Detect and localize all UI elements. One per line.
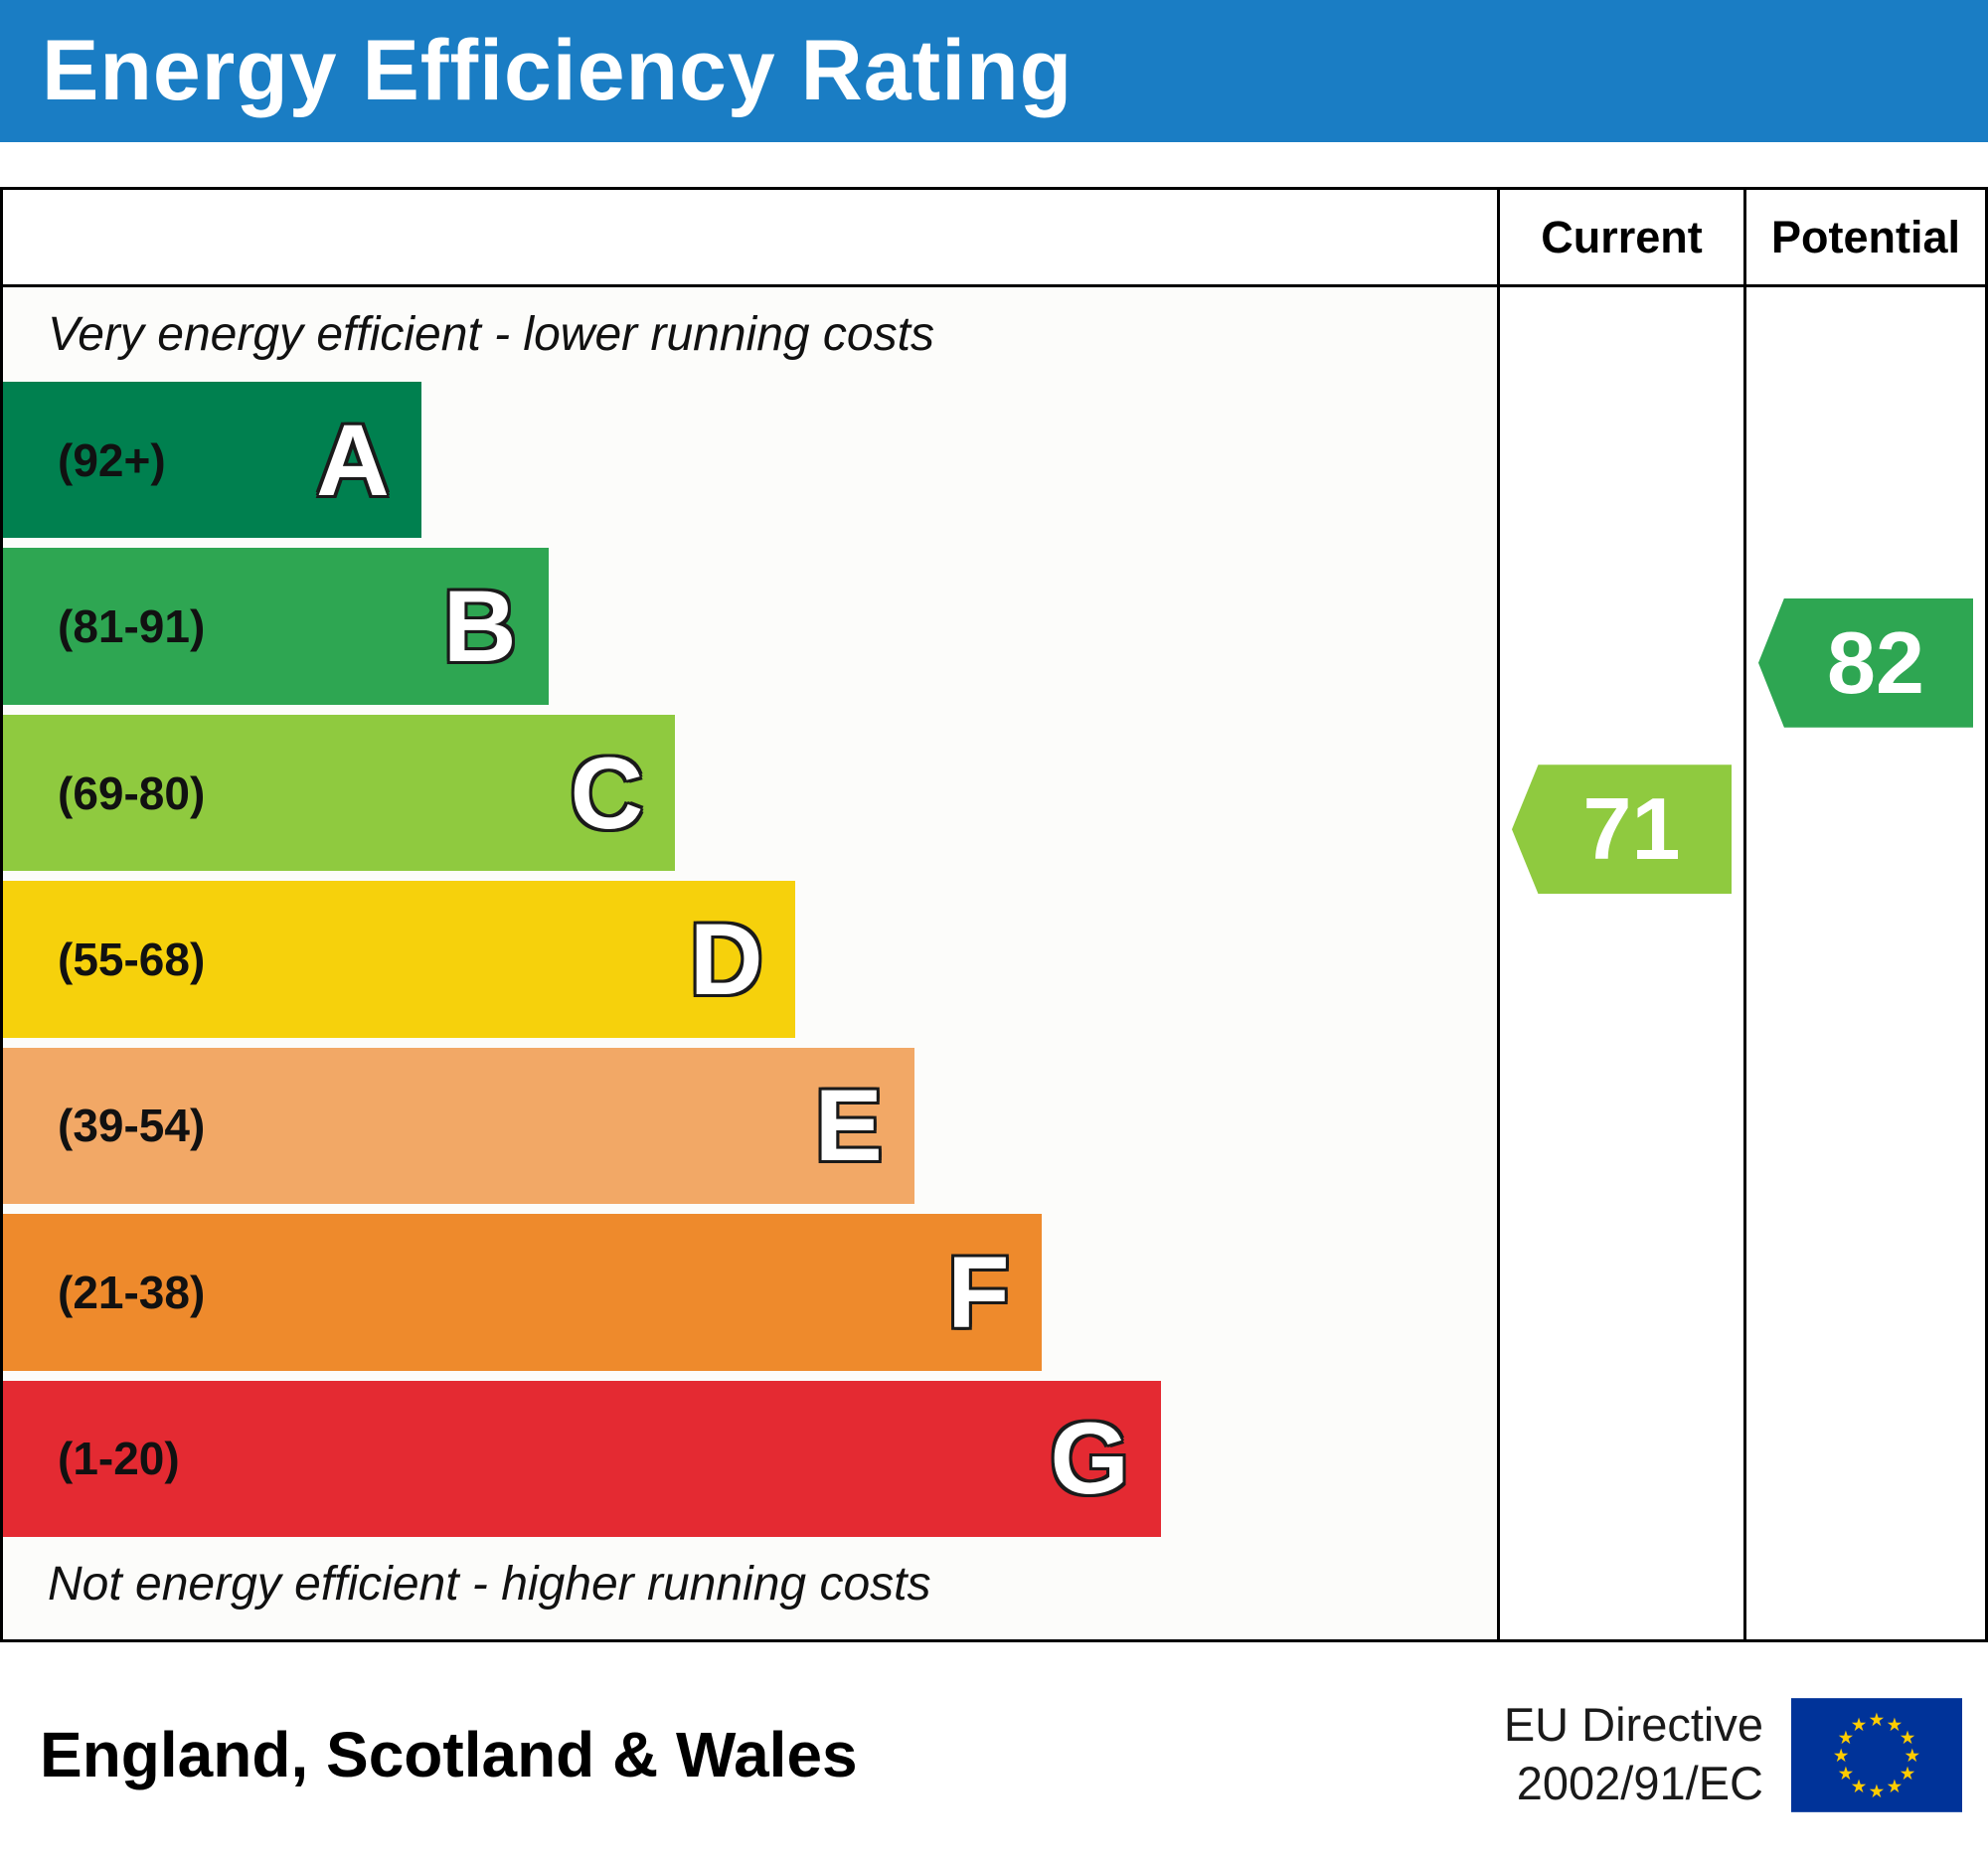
band-row: (21-38) F [3,1214,1497,1371]
potential-rating-badge: 82 [1758,597,1973,728]
svg-text:★: ★ [1904,1745,1920,1766]
band-letter: B [442,570,517,684]
svg-text:★: ★ [1900,1727,1916,1748]
potential-column: 82 [1743,287,1985,1639]
epc-chart: Current Potential Very energy efficient … [0,187,1988,1642]
footer: England, Scotland & Wales EU Directive 2… [0,1642,1988,1867]
top-note: Very energy efficient - lower running co… [48,308,934,361]
eu-directive-label: EU Directive 2002/91/EC [1504,1696,1763,1813]
current-column-header: Current [1497,190,1743,287]
band-letter: F [947,1235,1010,1349]
band-d: (55-68) D [3,881,795,1038]
band-letter: D [689,902,763,1016]
band-range-label: (55-68) [58,933,206,985]
header-bar: Energy Efficiency Rating [0,0,1988,142]
band-c: (69-80) C [3,714,676,872]
header-gap [0,142,1988,187]
svg-text:★: ★ [1851,1776,1868,1796]
band-row: (1-20) G [3,1380,1497,1537]
band-letter: A [316,403,390,517]
band-row: (81-91) B [3,548,1497,705]
potential-rating-value: 82 [1827,612,1924,712]
bands-area: Very energy efficient - lower running co… [3,287,1497,1639]
svg-text:★: ★ [1838,1762,1855,1782]
column-header-spacer [3,190,1497,287]
svg-text:★: ★ [1838,1727,1855,1748]
page-title: Energy Efficiency Rating [42,23,1074,118]
band-g: (1-20) G [3,1380,1161,1537]
band-range-label: (81-91) [58,600,206,653]
potential-column-header: Potential [1743,190,1985,287]
current-rating-badge: 71 [1512,764,1732,895]
eu-directive-line2: 2002/91/EC [1516,1757,1763,1809]
band-row: (69-80) C [3,714,1497,872]
band-letter: C [570,736,644,850]
band-range-label: (1-20) [58,1433,180,1485]
band-letter: G [1050,1402,1129,1516]
svg-text:★: ★ [1869,1780,1886,1800]
band-range-label: (69-80) [58,766,206,819]
rating-bands: (92+) A (81-91) B (69-80) C (55-68) D (39-54) E (2… [3,382,1497,1537]
current-column: 71 [1497,287,1743,1639]
band-a: (92+) A [3,382,421,539]
eu-flag-icon: ★ ★★★★★★★★★★★ [1791,1697,1962,1812]
svg-text:★: ★ [1851,1713,1868,1734]
band-row: (55-68) D [3,881,1497,1038]
band-letter: E [814,1069,883,1183]
bottom-note: Not energy efficient - higher running co… [48,1558,931,1611]
band-b: (81-91) B [3,548,549,705]
band-range-label: (92+) [58,433,166,486]
band-row: (39-54) E [3,1047,1497,1205]
eu-directive-line1: EU Directive [1503,1698,1763,1752]
current-rating-value: 71 [1582,779,1681,879]
svg-text:★: ★ [1887,1776,1904,1796]
svg-text:★: ★ [1887,1713,1904,1734]
band-range-label: (21-38) [58,1266,206,1318]
band-e: (39-54) E [3,1047,914,1205]
region-label: England, Scotland & Wales [40,1719,858,1790]
band-row: (92+) A [3,382,1497,539]
svg-text:★: ★ [1833,1745,1850,1766]
band-range-label: (39-54) [58,1100,206,1152]
band-f: (21-38) F [3,1214,1042,1371]
svg-text:★: ★ [1869,1709,1886,1730]
svg-text:★: ★ [1900,1762,1916,1782]
